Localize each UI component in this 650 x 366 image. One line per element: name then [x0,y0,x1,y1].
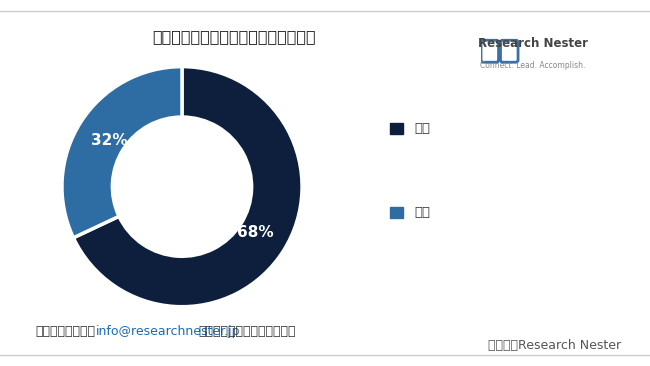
Text: info@researchnester.jp: info@researchnester.jp [96,325,240,338]
Text: 注射: 注射 [415,206,431,219]
Text: ソース：Research Nester: ソース：Research Nester [488,339,621,352]
Text: にメールをお送りください。: にメールをお送りください。 [198,325,296,338]
Text: Connect. Lead. Accomplish.: Connect. Lead. Accomplish. [480,61,586,70]
Text: 68%: 68% [237,225,273,240]
Text: 粘液水腫昏睡市場－投与経路別の分類: 粘液水腫昏睡市場－投与経路別の分類 [152,29,316,44]
Text: Research Nester: Research Nester [478,37,588,51]
Wedge shape [73,67,302,307]
Wedge shape [62,67,182,238]
Text: 経口: 経口 [415,122,431,135]
Text: 詳細については、: 詳細については、 [36,325,96,338]
Text: 32%: 32% [91,133,127,148]
